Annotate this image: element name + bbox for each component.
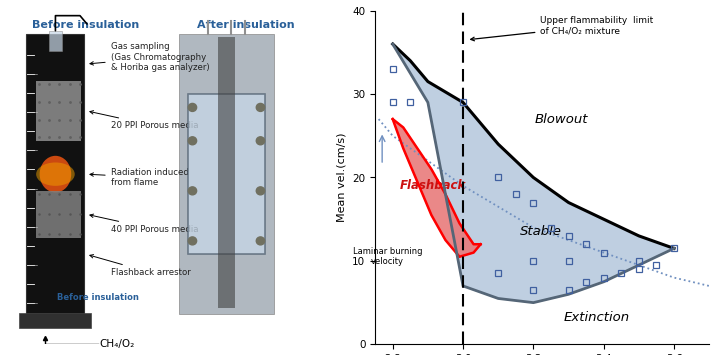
Circle shape xyxy=(256,187,265,195)
Text: CH₄/O₂: CH₄/O₂ xyxy=(99,339,135,349)
Text: Blowout: Blowout xyxy=(535,113,588,126)
Bar xyxy=(217,37,235,308)
Circle shape xyxy=(188,137,197,145)
Circle shape xyxy=(188,187,197,195)
Circle shape xyxy=(188,237,197,245)
Text: Radiation induced
from flame: Radiation induced from flame xyxy=(90,168,189,187)
Text: Flashback: Flashback xyxy=(400,179,467,192)
Bar xyxy=(27,34,84,314)
Circle shape xyxy=(188,103,197,111)
Bar xyxy=(36,81,81,141)
Circle shape xyxy=(256,237,265,245)
Text: Gas sampling
(Gas Chromatography
& Horiba gas analyzer): Gas sampling (Gas Chromatography & Horib… xyxy=(90,43,210,72)
Bar xyxy=(49,31,62,51)
Ellipse shape xyxy=(36,163,75,186)
Text: Stable: Stable xyxy=(519,225,562,238)
Text: Upper flammability  limit
of CH₄/O₂ mixture: Upper flammability limit of CH₄/O₂ mixtu… xyxy=(471,16,654,41)
Text: Flashback arrestor: Flashback arrestor xyxy=(90,255,190,277)
Text: Before insulation: Before insulation xyxy=(32,20,139,30)
Polygon shape xyxy=(392,119,481,257)
Text: After insulation: After insulation xyxy=(197,20,294,30)
Bar xyxy=(19,313,91,328)
Text: Laminar burning
velocity: Laminar burning velocity xyxy=(353,247,422,267)
Circle shape xyxy=(256,103,265,111)
Bar xyxy=(179,34,274,314)
Text: Extinction: Extinction xyxy=(564,311,630,324)
Circle shape xyxy=(256,137,265,145)
Bar xyxy=(36,191,81,237)
Y-axis label: Mean vel.(cm/s): Mean vel.(cm/s) xyxy=(337,133,347,222)
Polygon shape xyxy=(392,44,674,302)
Ellipse shape xyxy=(40,156,71,192)
Text: 20 PPI Porous media: 20 PPI Porous media xyxy=(90,111,198,130)
Bar xyxy=(188,94,265,254)
Text: 40 PPI Porous media: 40 PPI Porous media xyxy=(90,214,198,234)
Text: Before insulation: Before insulation xyxy=(57,293,139,302)
